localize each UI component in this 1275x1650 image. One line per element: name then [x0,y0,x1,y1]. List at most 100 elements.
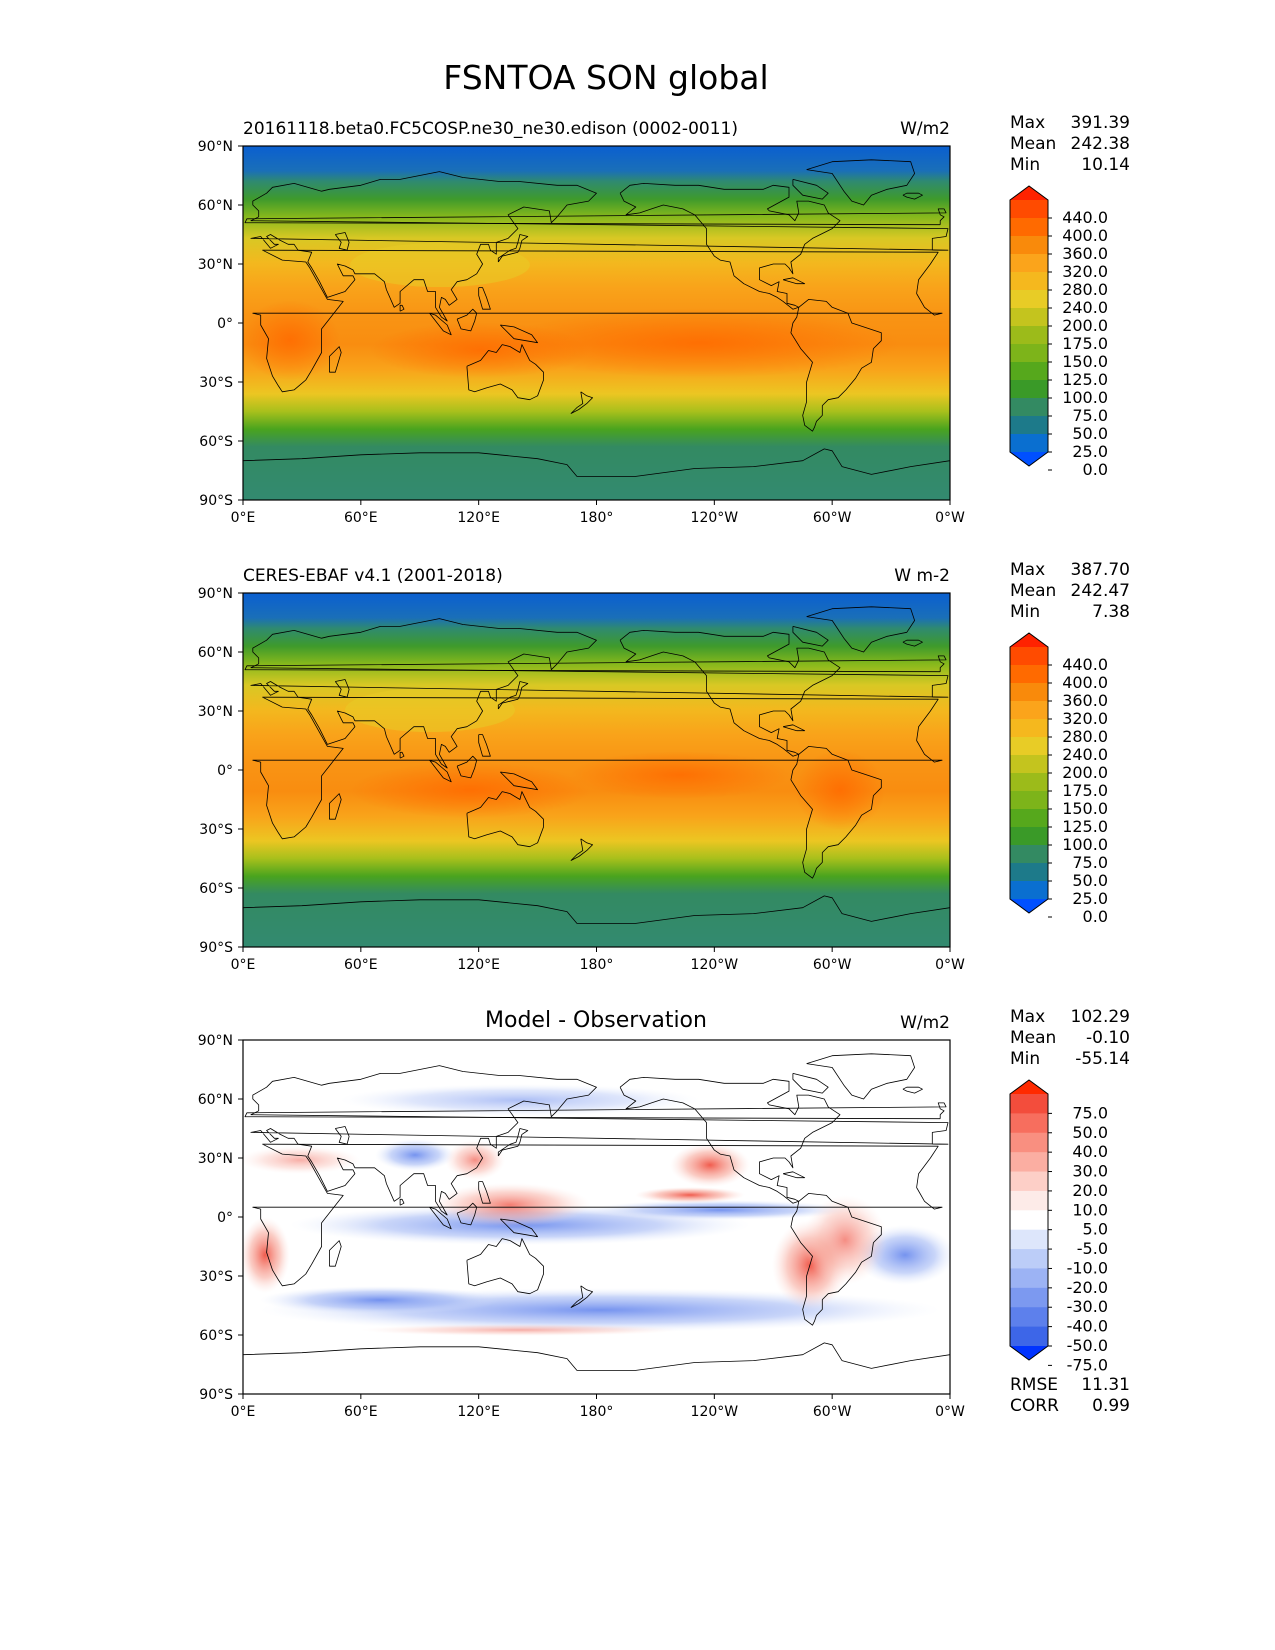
coast-great-britain [244,655,947,673]
stat-value: 242.47 [1071,581,1130,601]
colorbar-label: 400.0 [1062,226,1108,245]
coast-africa [252,696,943,840]
coast-caspian [334,232,350,251]
colorbar-segment [1010,308,1048,327]
map-field-difference [243,1040,950,1394]
map-field-observation [243,593,950,947]
coast-sumatra [429,312,452,336]
colorbar-segment [1010,791,1048,810]
colorbar-label: -50.0 [1067,1336,1108,1355]
y-tick-label: 30°N [198,1151,233,1167]
colorbar-extend-max [1010,186,1048,200]
stat-label: Mean [1010,134,1056,154]
y-tick-label: 90°S [199,940,233,956]
colorbar-label: 320.0 [1062,262,1108,281]
coast-borneo [456,755,478,779]
warm-pool-africa [243,300,340,380]
coast-north-america [619,182,841,310]
coast-borneo [456,1202,478,1226]
stat-label: Max [1010,113,1045,133]
colorbar-label: 440.0 [1062,208,1108,227]
colorbar-label: 280.0 [1062,280,1108,299]
error-stat-label: RMSE [1010,1375,1058,1395]
y-tick-label: 90°N [198,586,233,602]
colorbar-label: 100.0 [1062,835,1108,854]
coast-madagascar [328,346,342,373]
asia-plateau [345,688,515,732]
colorbar-segment [1010,434,1048,453]
coast-japan [497,1128,529,1157]
diff-red-africa-west [243,1217,290,1293]
x-tick-label: 180° [580,1404,614,1420]
colorbar-segment [1010,254,1048,273]
x-tick-label: 180° [580,957,614,973]
x-tick-label: 0°E [231,510,256,526]
colorbar-segment [1010,200,1048,219]
y-tick-label: 60°N [198,645,233,661]
colorbar-label: 50.0 [1072,871,1108,890]
panel-units: W/m2 [900,1013,950,1033]
colorbar-segment [1010,845,1048,864]
x-tick-label: 60°W [813,957,852,973]
colorbar-label: 20.0 [1072,1181,1108,1200]
coast-africa [252,249,943,393]
y-tick-label: 30°S [199,1269,233,1285]
y-tick-label: 0° [217,1210,233,1226]
colorbar-segment [1010,701,1048,720]
coast-new-zealand [570,391,593,414]
colorbar-label: -20.0 [1067,1278,1108,1297]
colorbar-extend-max [1010,1080,1048,1094]
coast-iceland [902,1086,923,1094]
colorbar-segment [1010,362,1048,381]
colorbar-label: 240.0 [1062,298,1108,317]
stat-value: 387.70 [1071,560,1130,580]
panel-title: CERES-EBAF v4.1 (2001-2018) [243,566,503,586]
diff-red-south-america [803,1195,887,1285]
x-tick-label: 60°E [344,1404,378,1420]
y-tick-label: 0° [217,763,233,779]
colorbar-label: 50.0 [1072,424,1108,443]
coast-sri-lanka [399,1198,405,1206]
colorbar-label: 100.0 [1062,388,1108,407]
coast-eurasia [250,618,949,769]
coast-australia [466,791,544,848]
x-tick-label: 0°W [935,957,965,973]
coast-new-guinea [500,1218,538,1238]
diff-red-maritime [430,1183,590,1227]
x-tick-label: 120°E [457,1404,500,1420]
colorbar-segment [1010,809,1048,828]
coast-eurasia [250,1065,949,1216]
coast-philippines [478,734,491,757]
colorbar-label: -40.0 [1067,1317,1108,1336]
x-tick-label: 0°W [935,510,965,526]
asia-plateau [350,243,530,287]
coast-greenland [806,1053,915,1100]
warm-pool-indian-ocean [370,322,590,378]
coastlines [243,1053,950,1371]
stats-box: Max 102.29 Mean -0.10 Min -55.14 [1010,1007,1130,1069]
colorbar-label: 10.0 [1072,1200,1108,1219]
coast-south-america [790,746,882,879]
coast-eurasia [250,171,949,322]
x-tick-label: 60°W [813,510,852,526]
y-tick-label: 90°S [199,1387,233,1403]
coast-australia [466,344,544,401]
coast-japan [497,234,529,263]
coast-great-britain [244,1102,947,1120]
y-tick-label: 30°N [198,704,233,720]
colorbar-segment [1010,326,1048,345]
coast-greenland [806,159,915,206]
colorbar-segment [1010,863,1048,882]
y-tick-label: 90°S [199,493,233,509]
colorbar-segment [1010,218,1048,237]
coast-madagascar [328,793,342,820]
coastlines [243,606,950,924]
stat-value: -0.10 [1086,1028,1130,1048]
colorbar-label: 150.0 [1062,352,1108,371]
colorbar-label: 75.0 [1072,406,1108,425]
y-tick-label: 60°S [199,434,233,450]
colorbar-label: 240.0 [1062,745,1108,764]
colorbar-extend-min [1010,1346,1048,1360]
stat-value: 102.29 [1071,1007,1130,1027]
x-tick-label: 0°E [231,957,256,973]
